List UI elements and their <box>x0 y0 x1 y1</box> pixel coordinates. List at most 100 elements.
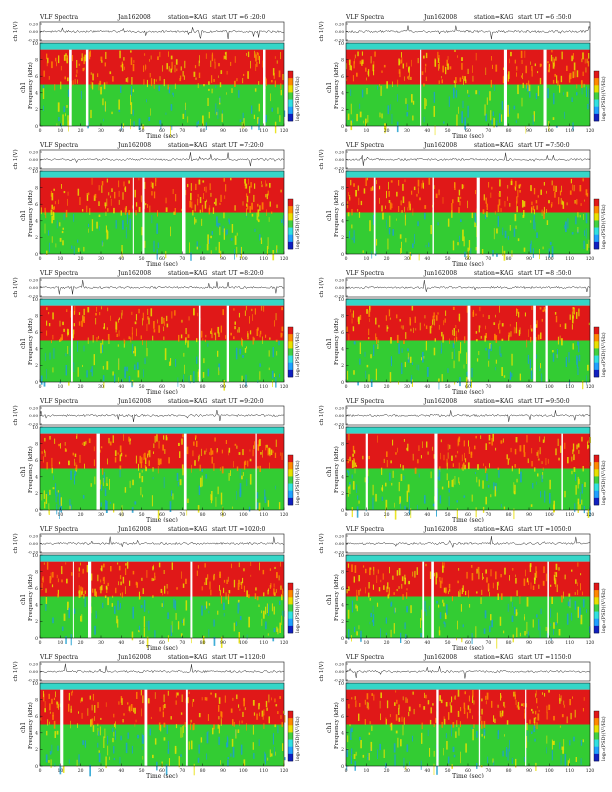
spectrogram-cell <box>109 71 112 75</box>
spectrogram-cell <box>259 334 261 338</box>
spectrogram-cell <box>193 371 195 383</box>
spectrogram-cell <box>547 61 549 64</box>
spectrogram-cell <box>366 77 367 81</box>
spectrogram-cell <box>197 565 199 569</box>
spectrogram-cell <box>402 724 404 736</box>
spectrogram-cell <box>234 80 236 87</box>
spectrogram-cell <box>570 712 572 720</box>
spectrogram-cell <box>218 75 219 78</box>
spectrogram-cell <box>258 103 260 112</box>
spectrogram-cell <box>372 497 374 510</box>
spectrogram-cell <box>125 563 127 566</box>
spectrogram-cell <box>153 321 155 329</box>
spectrogram-cell <box>185 600 188 611</box>
freq-ylabel: Frequency (kHz) <box>333 702 340 749</box>
colorbar-label: log₁₀(PSD)(V²/Hz) <box>600 76 607 121</box>
spectrogram-gap <box>69 49 72 127</box>
spectrogram-cell <box>44 708 46 713</box>
spectrogram-cell <box>442 562 443 568</box>
spectrogram-cell <box>61 579 63 583</box>
spectrogram-cell <box>218 697 221 704</box>
spectrogram-cell <box>207 343 209 347</box>
spectrogram-cell <box>100 342 102 354</box>
spectrogram-cell <box>401 362 403 375</box>
spectrogram-cell <box>571 55 573 62</box>
spectrogram-cell <box>168 51 169 57</box>
spectrogram-cell <box>77 239 79 243</box>
time-tick-label: 120 <box>280 512 289 518</box>
spectrogram-cell <box>490 192 492 198</box>
spectrogram-cell <box>76 436 77 439</box>
spectrogram-cell <box>129 480 131 488</box>
spectrogram-cell <box>198 744 200 754</box>
spectrogram-cell <box>459 77 462 82</box>
spectrogram-cell <box>388 309 391 317</box>
spectrogram-cell <box>470 248 472 255</box>
spectrogram-cell <box>458 711 460 717</box>
spectrogram-cell <box>354 696 356 700</box>
spectrogram-cell <box>348 471 350 476</box>
spectrogram-cell <box>482 209 485 215</box>
spectrogram-cell <box>380 692 382 699</box>
spectrogram-cell <box>434 338 436 342</box>
spectrogram-cell <box>197 371 199 381</box>
spectrogram-cell <box>182 113 185 119</box>
spectrogram-cell <box>64 442 66 446</box>
spectrogram-cell <box>555 125 558 128</box>
spectrogram-cell <box>437 476 440 480</box>
spectrogram-cell <box>202 635 205 645</box>
colorbar-frame <box>593 326 600 378</box>
spectrogram-cell <box>527 354 529 364</box>
spectrogram-cell <box>394 702 396 706</box>
spectrogram-cell <box>273 588 275 595</box>
spectrogram-cell <box>386 586 388 593</box>
colorbar-segment <box>288 106 293 115</box>
spectrogram-cell <box>151 215 153 224</box>
spectrogram-cell <box>359 342 361 354</box>
spectrogram-cell <box>442 602 445 607</box>
spectrogram-cell <box>256 713 258 720</box>
spectra-panel-svg: VLF Spectra Jun162008 station=KAG start UT … <box>12 270 301 394</box>
spectrogram-cell <box>265 621 267 630</box>
spectrogram-cell <box>563 591 564 599</box>
freq-tick-label: 2 <box>35 619 38 625</box>
spectrogram-cell <box>438 469 441 481</box>
spectrogram-cell <box>157 210 158 217</box>
spectrogram-cell <box>424 495 426 504</box>
time-tick-label: 120 <box>586 256 595 262</box>
spectrogram-cell <box>512 602 513 607</box>
freq-tick-label: 8 <box>341 185 344 191</box>
spectrogram-cell <box>400 464 401 468</box>
freq-tick-label: 8 <box>35 697 38 703</box>
spectrogram-cell <box>168 758 170 767</box>
spectrogram-cell <box>182 71 184 77</box>
spectrogram-cell <box>353 61 355 69</box>
colorbar-label: log₁₀(PSD)(V²/Hz) <box>294 460 301 505</box>
freq-ylabel: Frequency (kHz) <box>333 62 340 109</box>
spectrogram-cell <box>140 195 142 201</box>
spectrogram-cell <box>138 463 139 471</box>
spectrogram-cell <box>118 358 120 370</box>
spectrogram-cell <box>527 458 529 464</box>
spectrogram-cell <box>425 244 427 248</box>
spectrogram-cell <box>163 317 165 324</box>
spectrogram-gap <box>85 49 89 127</box>
spectrogram-cell <box>132 479 134 486</box>
spectrogram-cell <box>401 576 404 582</box>
time-tick-label: 90 <box>526 640 532 646</box>
spectrogram-cell <box>228 447 231 453</box>
spectrogram-cell <box>100 484 103 491</box>
spectrogram-cell <box>219 202 221 205</box>
spectrogram-cell <box>280 83 282 90</box>
spectrogram-cell <box>84 463 85 469</box>
spectrogram-cell <box>262 569 265 575</box>
spectrogram-cell <box>271 211 273 214</box>
spectrogram-cell <box>279 373 281 378</box>
time-xlabel: Time (sec) <box>452 261 484 266</box>
panel-date: Jun162008 <box>423 14 457 21</box>
spectrogram-cell <box>249 186 251 194</box>
spectrogram-cell <box>446 604 448 615</box>
spectrogram-cell <box>253 445 254 450</box>
spectrogram-cell <box>280 452 281 456</box>
spectrogram-cell <box>478 351 480 356</box>
